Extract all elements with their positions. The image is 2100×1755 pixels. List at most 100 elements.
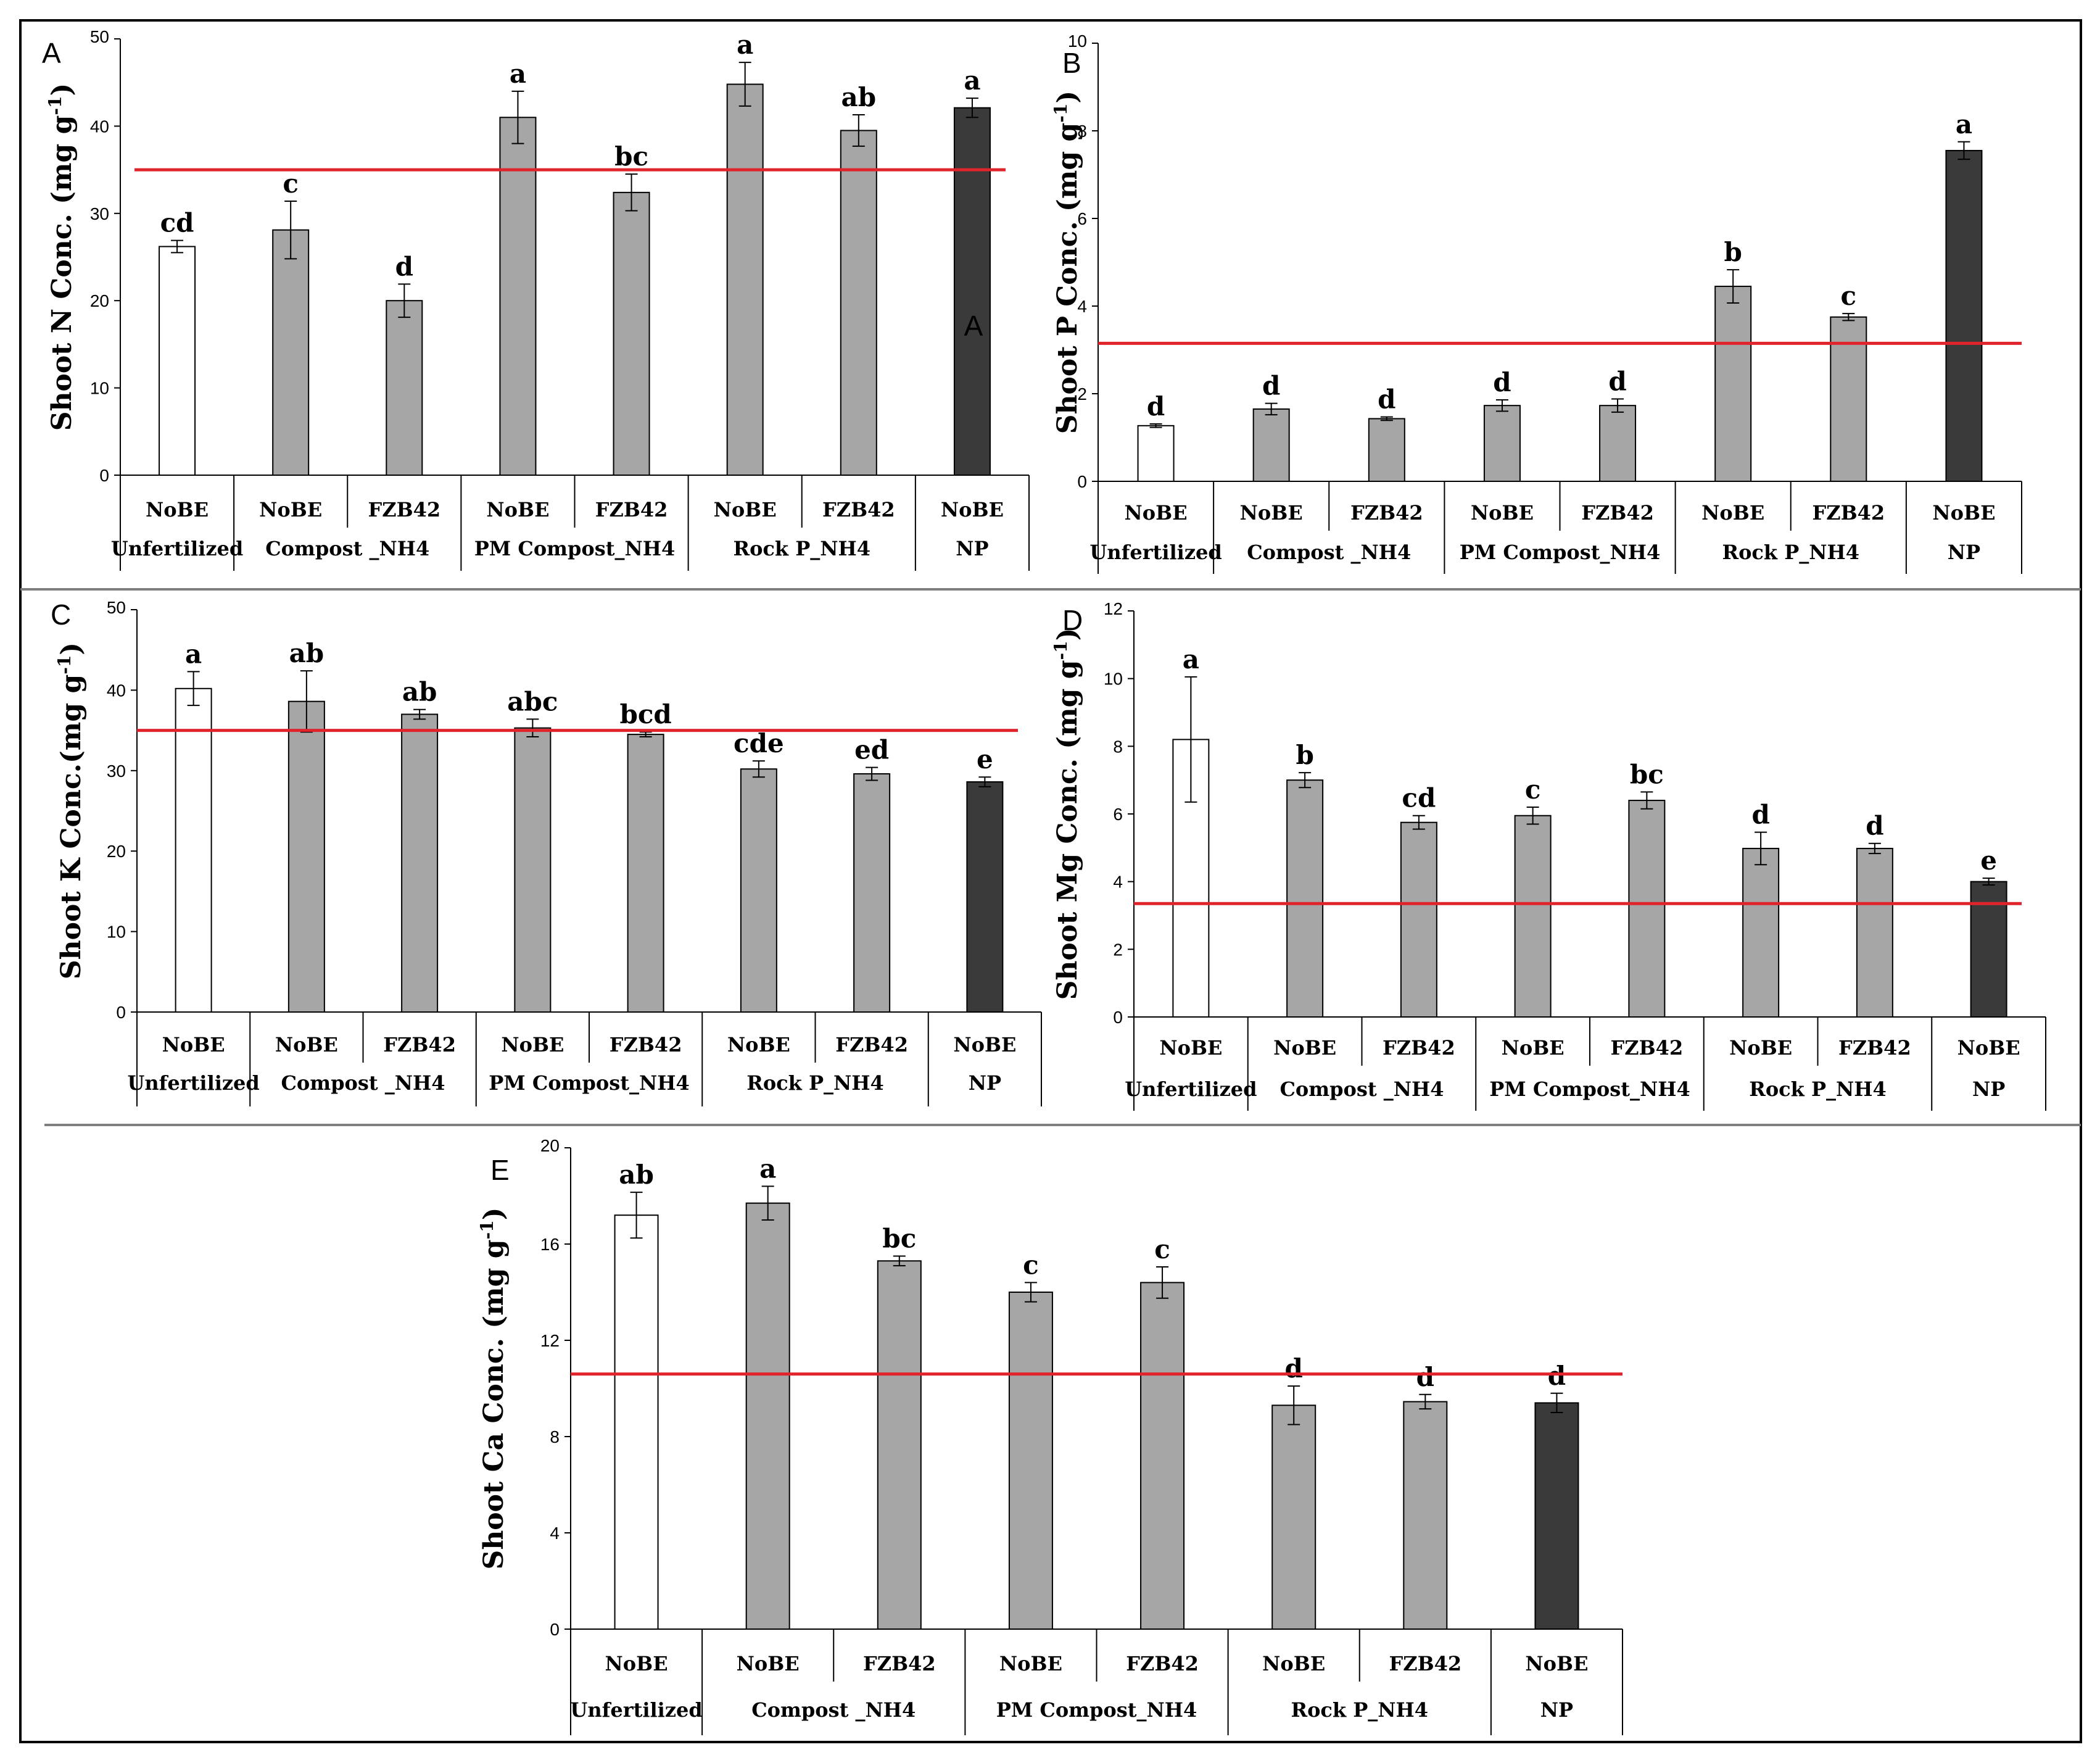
bar <box>1534 1402 1579 1630</box>
x-group-label: Unfertilized <box>1125 1077 1257 1101</box>
bar <box>1140 1282 1185 1630</box>
x-category-label: FZB42 <box>1581 501 1654 525</box>
y-axis-title: Shoot Ca Conc. (mg g-1) <box>477 1208 510 1570</box>
significance-label: cd <box>1402 783 1436 813</box>
bar <box>1628 800 1666 1018</box>
y-tick-label: 40 <box>90 117 109 136</box>
bar <box>1286 779 1324 1018</box>
bar <box>740 768 777 1013</box>
significance-label: d <box>1608 367 1626 397</box>
bar <box>1252 408 1290 482</box>
significance-label: d <box>1416 1362 1434 1392</box>
significance-label: a <box>737 30 753 60</box>
x-group-label: NP <box>956 537 988 560</box>
y-axis-title-sup: -1 <box>1051 641 1071 660</box>
significance-label: bc <box>614 141 648 172</box>
significance-label: d <box>1262 371 1280 401</box>
x-group-label: Rock P_NH4 <box>733 537 870 560</box>
y-tick-label: 6 <box>1113 805 1123 824</box>
y-axis-title-main: Shoot N Conc. (mg g <box>46 115 78 431</box>
bar <box>1514 815 1552 1018</box>
y-tick-label: 12 <box>540 1331 560 1350</box>
y-axis-title-close: ) <box>56 642 87 655</box>
x-category-label: FZB42 <box>1350 501 1423 525</box>
y-tick-label: 12 <box>1104 599 1123 618</box>
bar <box>840 130 877 476</box>
bar <box>1137 425 1175 483</box>
panel-e: E 0 4 8 12 16 20 Shoot Ca Conc. (mg g-1) ab a bc c c… <box>477 1136 1623 1735</box>
y-axis-title-sup: -1 <box>1051 104 1071 123</box>
x-category-label: FZB42 <box>1812 501 1885 525</box>
x-category-label: NoBE <box>1525 1652 1588 1675</box>
significance-label: d <box>395 251 413 281</box>
bar <box>1599 405 1637 482</box>
x-category-label: NoBE <box>1240 501 1303 525</box>
bar <box>966 781 1004 1013</box>
x-group-label: Compost _NH4 <box>1279 1077 1444 1101</box>
y-tick-label: 20 <box>90 291 109 310</box>
significance-label: ab <box>841 82 877 112</box>
bar <box>1271 1404 1317 1630</box>
x-group-label: NP <box>969 1071 1001 1095</box>
x-category-label: NoBE <box>1125 501 1188 525</box>
x-group-label: Unfertilized <box>570 1698 702 1722</box>
significance-label: cde <box>734 728 784 758</box>
significance-label: cd <box>160 208 194 238</box>
bar <box>853 773 891 1013</box>
x-category-label: NoBE <box>275 1033 338 1056</box>
x-group-label: Unfertilized <box>1089 541 1222 564</box>
y-tick-label: 0 <box>1077 472 1087 491</box>
significance-label: ed <box>854 735 889 765</box>
x-group-label: NP <box>1948 541 1980 564</box>
significance-label: e <box>977 744 993 774</box>
x-group-label: Unfertilized <box>127 1071 259 1095</box>
y-tick-label: 10 <box>1104 670 1123 689</box>
x-category-label: NoBE <box>146 498 209 521</box>
x-group-label: PM Compost_NH4 <box>1460 541 1661 564</box>
significance-label: ab <box>402 677 437 707</box>
y-tick-label: 4 <box>1113 873 1123 892</box>
y-axis-title-main: Shoot Mg Conc. (mg g <box>1052 660 1083 1000</box>
x-group-label: PM Compost_NH4 <box>474 537 676 560</box>
y-axis-title-main: Shoot Ca Conc. (mg g <box>478 1239 510 1569</box>
bar <box>627 734 664 1013</box>
significance-label: d <box>1493 367 1511 397</box>
x-group-label: PM Compost_NH4 <box>489 1071 690 1095</box>
x-group-label: NP <box>1972 1077 2005 1101</box>
significance-label: bc <box>1630 759 1664 789</box>
x-category-label: FZB42 <box>383 1033 456 1056</box>
bar <box>745 1202 790 1630</box>
significance-label: d <box>1378 384 1395 415</box>
y-tick-label: 2 <box>1077 384 1087 404</box>
x-category-label: FZB42 <box>610 1033 682 1056</box>
panel-label: C <box>51 599 71 631</box>
x-category-label: NoBE <box>162 1033 225 1056</box>
y-axis-title-sup: -1 <box>54 655 75 674</box>
bar <box>1403 1401 1448 1630</box>
panel-label: B <box>1062 47 1081 79</box>
significance-label: d <box>1285 1353 1303 1384</box>
y-tick-label: 30 <box>90 204 109 223</box>
panel-label: D <box>1062 604 1083 636</box>
x-category-label: NoBE <box>605 1652 668 1675</box>
significance-label: e <box>1980 845 1997 876</box>
significance-label: c <box>283 168 299 199</box>
figure-border <box>19 19 2082 1743</box>
bar <box>1008 1292 1053 1630</box>
y-tick-label: 50 <box>90 27 109 46</box>
y-tick-label: 10 <box>107 923 126 942</box>
panel-b: B 0 2 4 6 8 10 Shoot P Conc. (mg g-1) d d d d d b c a No… <box>1051 31 2022 574</box>
x-category-label: FZB42 <box>835 1033 908 1056</box>
y-tick-label: 0 <box>1113 1008 1123 1027</box>
x-group-label: Compost _NH4 <box>265 537 429 560</box>
x-category-label: NoBE <box>737 1652 800 1675</box>
x-category-label: FZB42 <box>1389 1652 1461 1675</box>
x-group-label: Rock P_NH4 <box>746 1071 884 1095</box>
bar <box>1742 847 1780 1018</box>
y-tick-label: 8 <box>1077 122 1087 141</box>
significance-label: c <box>1023 1250 1039 1280</box>
bar <box>401 713 439 1013</box>
x-category-label: NoBE <box>1729 1036 1792 1060</box>
bar <box>1830 316 1867 482</box>
